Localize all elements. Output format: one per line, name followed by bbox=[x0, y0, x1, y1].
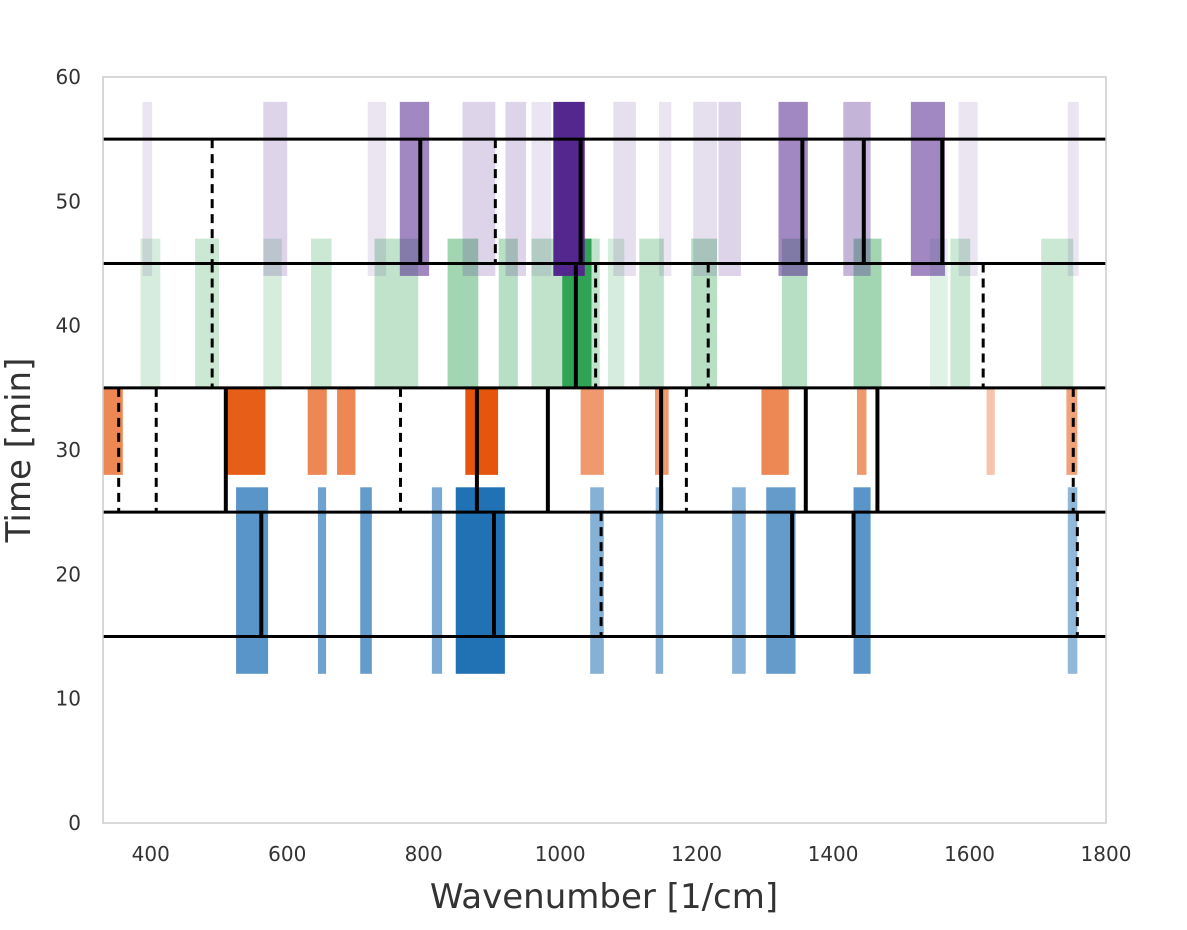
band-purple-9 bbox=[659, 101, 672, 276]
y-tick-label: 40 bbox=[56, 314, 81, 338]
band-green-16 bbox=[950, 238, 971, 388]
band-purple-3 bbox=[399, 101, 430, 276]
y-tick-label: 10 bbox=[56, 687, 81, 711]
band-purple-15 bbox=[958, 101, 978, 276]
x-tick-label: 1400 bbox=[808, 842, 859, 866]
band-blue-6 bbox=[655, 487, 664, 674]
band-orange-1 bbox=[227, 387, 266, 475]
band-blue-9 bbox=[853, 487, 871, 674]
x-tick-label: 800 bbox=[405, 842, 443, 866]
band-blue-0 bbox=[236, 487, 269, 674]
band-blue-3 bbox=[431, 487, 443, 674]
band-orange-4 bbox=[465, 387, 499, 475]
band-green-1 bbox=[195, 238, 219, 388]
y-tick-label: 20 bbox=[56, 562, 81, 586]
band-orange-2 bbox=[307, 387, 327, 475]
band-purple-6 bbox=[531, 101, 552, 276]
band-purple-14 bbox=[910, 101, 945, 276]
band-green-10 bbox=[607, 238, 625, 388]
x-tick-label: 1600 bbox=[944, 842, 995, 866]
band-green-0 bbox=[140, 238, 161, 388]
band-orange-9 bbox=[986, 387, 995, 475]
band-blue-4 bbox=[455, 487, 505, 674]
band-purple-0 bbox=[142, 101, 153, 276]
band-green-3 bbox=[311, 238, 332, 388]
band-orange-10 bbox=[1066, 387, 1078, 475]
y-tick-label: 0 bbox=[68, 811, 81, 835]
x-tick-label: 600 bbox=[268, 842, 306, 866]
band-orange-7 bbox=[761, 387, 789, 475]
band-green-2 bbox=[263, 238, 282, 388]
y-tick-label: 30 bbox=[56, 438, 81, 462]
plot-frame bbox=[102, 76, 1107, 824]
time-lines-layer bbox=[103, 137, 1106, 638]
band-orange-0 bbox=[103, 387, 123, 475]
band-purple-1 bbox=[263, 101, 288, 276]
markers-layer bbox=[117, 139, 1079, 637]
band-green-6 bbox=[498, 238, 518, 388]
y-tick-label: 50 bbox=[56, 189, 81, 213]
band-purple-5 bbox=[505, 101, 527, 276]
y-axis-title: Time [min] bbox=[0, 358, 39, 544]
series-orange-bands bbox=[103, 387, 1078, 475]
band-purple-2 bbox=[367, 101, 387, 276]
x-tick-label: 1200 bbox=[671, 842, 722, 866]
band-blue-7 bbox=[732, 487, 746, 674]
x-axis-title: Wavenumber [1/cm] bbox=[430, 877, 778, 917]
x-tick-label: 1000 bbox=[535, 842, 586, 866]
series-purple-markers bbox=[210, 139, 945, 264]
x-tick-labels: 400 600 800 1000 1200 1400 1600 1800 bbox=[132, 842, 1132, 866]
series-orange-markers bbox=[117, 387, 1075, 513]
y-tick-label: 60 bbox=[56, 65, 81, 89]
band-orange-5 bbox=[580, 387, 604, 475]
series-green-markers bbox=[210, 263, 985, 388]
band-blue-10 bbox=[1067, 487, 1078, 674]
band-orange-3 bbox=[337, 387, 356, 475]
band-blue-2 bbox=[360, 487, 372, 674]
series-blue-markers bbox=[259, 512, 1079, 637]
band-purple-10 bbox=[693, 101, 718, 276]
y-tick-labels: 0 10 20 30 40 50 60 bbox=[56, 65, 81, 835]
band-purple-16 bbox=[1067, 101, 1079, 276]
band-purple-13 bbox=[843, 101, 871, 276]
x-tick-label: 1800 bbox=[1081, 842, 1132, 866]
band-orange-8 bbox=[856, 387, 867, 475]
band-blue-1 bbox=[317, 487, 327, 674]
x-tick-label: 400 bbox=[132, 842, 170, 866]
band-purple-11 bbox=[718, 101, 741, 276]
band-purple-4 bbox=[462, 101, 496, 276]
band-purple-8 bbox=[613, 101, 636, 276]
